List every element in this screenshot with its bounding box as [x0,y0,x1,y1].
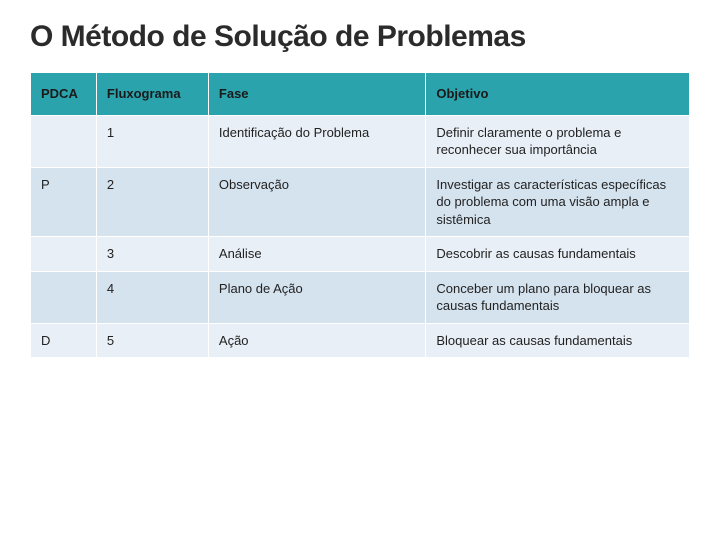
cell-fase: Identificação do Problema [208,115,425,167]
col-header-fluxograma: Fluxograma [96,73,208,116]
cell-fluxograma: 5 [96,323,208,358]
cell-fase: Análise [208,237,425,272]
cell-objetivo: Descobrir as causas fundamentais [426,237,690,272]
table-row: 4 Plano de Ação Conceber um plano para b… [31,271,690,323]
table-row: 3 Análise Descobrir as causas fundamenta… [31,237,690,272]
cell-pdca [31,237,97,272]
cell-fluxograma: 3 [96,237,208,272]
pdca-table: PDCA Fluxograma Fase Objetivo 1 Identifi… [30,72,690,358]
cell-objetivo: Investigar as características específica… [426,167,690,237]
cell-fluxograma: 4 [96,271,208,323]
table-row: D 5 Ação Bloquear as causas fundamentais [31,323,690,358]
page-title: O Método de Solução de Problemas [30,20,690,54]
cell-pdca: D [31,323,97,358]
cell-fase: Ação [208,323,425,358]
cell-objetivo: Bloquear as causas fundamentais [426,323,690,358]
cell-fluxograma: 2 [96,167,208,237]
cell-pdca: P [31,167,97,237]
col-header-pdca: PDCA [31,73,97,116]
cell-fase: Plano de Ação [208,271,425,323]
col-header-fase: Fase [208,73,425,116]
cell-fluxograma: 1 [96,115,208,167]
cell-pdca [31,115,97,167]
col-header-objetivo: Objetivo [426,73,690,116]
cell-objetivo: Conceber um plano para bloquear as causa… [426,271,690,323]
table-header-row: PDCA Fluxograma Fase Objetivo [31,73,690,116]
cell-fase: Observação [208,167,425,237]
table-row: 1 Identificação do Problema Definir clar… [31,115,690,167]
cell-objetivo: Definir claramente o problema e reconhec… [426,115,690,167]
table-row: P 2 Observação Investigar as característ… [31,167,690,237]
cell-pdca [31,271,97,323]
